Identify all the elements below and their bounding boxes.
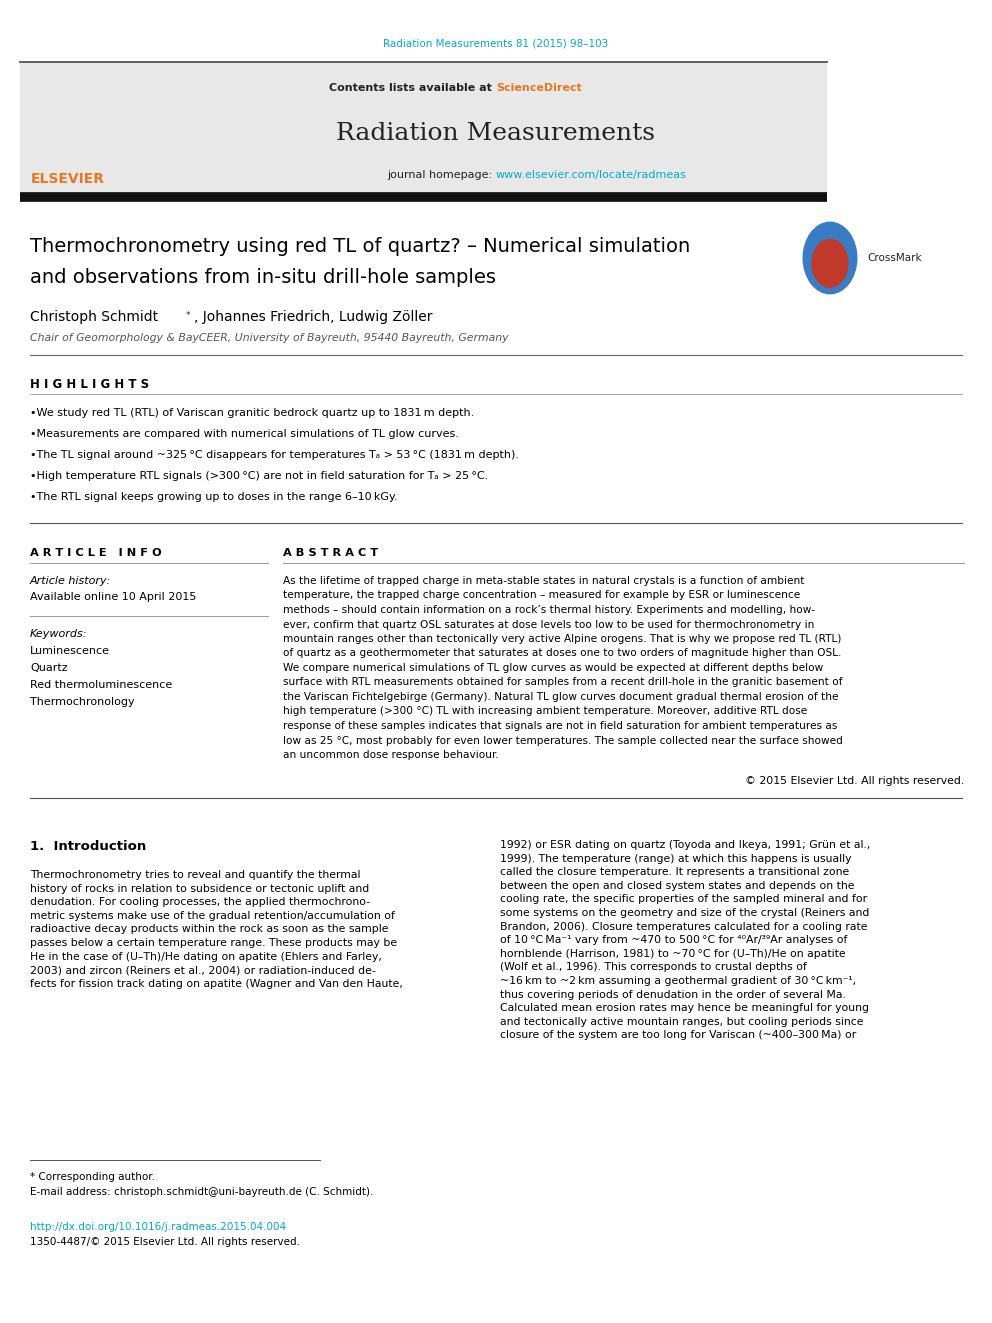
Text: * Corresponding author.: * Corresponding author. [30, 1172, 155, 1181]
Text: ELSEVIER: ELSEVIER [31, 172, 105, 187]
Text: •The TL signal around ~325 °C disappears for temperatures Tₐ > 53 °C (1831 m dep: •The TL signal around ~325 °C disappears… [30, 450, 519, 460]
Text: Quartz: Quartz [30, 663, 67, 673]
Circle shape [804, 222, 857, 294]
Text: www.elsevier.com/locate/radmeas: www.elsevier.com/locate/radmeas [496, 169, 686, 180]
Bar [20, 62, 827, 197]
Text: A B S T R A C T: A B S T R A C T [283, 548, 378, 558]
Text: •High temperature RTL signals (>300 °C) are not in field saturation for Tₐ > 25 : •High temperature RTL signals (>300 °C) … [30, 471, 488, 482]
Text: the Variscan Fichtelgebirge (Germany). Natural TL glow curves document gradual t: the Variscan Fichtelgebirge (Germany). N… [283, 692, 838, 703]
Text: Available online 10 April 2015: Available online 10 April 2015 [30, 591, 196, 602]
Text: temperature, the trapped charge concentration – measured for example by ESR or l: temperature, the trapped charge concentr… [283, 590, 801, 601]
Text: methods – should contain information on a rock’s thermal history. Experiments an: methods – should contain information on … [283, 605, 815, 615]
Text: Thermochronology: Thermochronology [30, 697, 135, 706]
Text: Thermochronometry using red TL of quartz? – Numerical simulation: Thermochronometry using red TL of quartz… [30, 237, 690, 255]
Text: low as 25 °C, most probably for even lower temperatures. The sample collected ne: low as 25 °C, most probably for even low… [283, 736, 843, 745]
Text: CrossMark: CrossMark [868, 253, 923, 263]
Text: journal homepage:: journal homepage: [387, 169, 496, 180]
Text: response of these samples indicates that signals are not in field saturation for: response of these samples indicates that… [283, 721, 837, 732]
Text: high temperature (>300 °C) TL with increasing ambient temperature. Moreover, add: high temperature (>300 °C) TL with incre… [283, 706, 807, 717]
Text: ⁎: ⁎ [186, 308, 190, 318]
Text: •Measurements are compared with numerical simulations of TL glow curves.: •Measurements are compared with numerica… [30, 429, 459, 439]
Text: and observations from in-situ drill-hole samples: and observations from in-situ drill-hole… [30, 269, 496, 287]
Text: •The RTL signal keeps growing up to doses in the range 6–10 kGy.: •The RTL signal keeps growing up to dose… [30, 492, 398, 501]
Circle shape [812, 239, 848, 287]
Text: E-mail address: christoph.schmidt@uni-bayreuth.de (C. Schmidt).: E-mail address: christoph.schmidt@uni-ba… [30, 1187, 373, 1197]
Text: ScienceDirect: ScienceDirect [496, 83, 581, 93]
Text: •We study red TL (RTL) of Variscan granitic bedrock quartz up to 1831 m depth.: •We study red TL (RTL) of Variscan grani… [30, 407, 474, 418]
Text: Article history:: Article history: [30, 576, 111, 586]
Text: A R T I C L E   I N F O: A R T I C L E I N F O [30, 548, 162, 558]
Text: surface with RTL measurements obtained for samples from a recent drill-hole in t: surface with RTL measurements obtained f… [283, 677, 842, 688]
Text: 1.  Introduction: 1. Introduction [30, 840, 146, 853]
Text: Christoph Schmidt: Christoph Schmidt [30, 310, 158, 324]
Text: mountain ranges other than tectonically very active Alpine orogens. That is why : mountain ranges other than tectonically … [283, 634, 841, 644]
Text: Contents lists available at: Contents lists available at [329, 83, 496, 93]
Text: We compare numerical simulations of TL glow curves as would be expected at diffe: We compare numerical simulations of TL g… [283, 663, 823, 673]
Text: Luminescence: Luminescence [30, 646, 110, 656]
Text: Keywords:: Keywords: [30, 628, 87, 639]
Text: Thermochronometry tries to reveal and quantify the thermal
history of rocks in r: Thermochronometry tries to reveal and qu… [30, 871, 403, 988]
Text: 1992) or ESR dating on quartz (Toyoda and Ikeya, 1991; Grün et al.,
1999). The t: 1992) or ESR dating on quartz (Toyoda an… [500, 840, 870, 1040]
Text: Chair of Geomorphology & BayCEER, University of Bayreuth, 95440 Bayreuth, German: Chair of Geomorphology & BayCEER, Univer… [30, 333, 509, 343]
Text: of quartz as a geothermometer that saturates at doses one to two orders of magni: of quartz as a geothermometer that satur… [283, 648, 841, 659]
Text: © 2015 Elsevier Ltd. All rights reserved.: © 2015 Elsevier Ltd. All rights reserved… [745, 777, 964, 786]
Text: http://dx.doi.org/10.1016/j.radmeas.2015.04.004: http://dx.doi.org/10.1016/j.radmeas.2015… [30, 1222, 286, 1232]
Text: Radiation Measurements 81 (2015) 98–103: Radiation Measurements 81 (2015) 98–103 [383, 38, 609, 48]
Text: As the lifetime of trapped charge in meta-stable states in natural crystals is a: As the lifetime of trapped charge in met… [283, 576, 805, 586]
Text: ever, confirm that quartz OSL saturates at dose levels too low to be used for th: ever, confirm that quartz OSL saturates … [283, 619, 814, 630]
Text: an uncommon dose response behaviour.: an uncommon dose response behaviour. [283, 750, 499, 759]
Text: , Johannes Friedrich, Ludwig Zöller: , Johannes Friedrich, Ludwig Zöller [194, 310, 433, 324]
Text: Radiation Measurements: Radiation Measurements [336, 122, 656, 146]
Text: 1350-4487/© 2015 Elsevier Ltd. All rights reserved.: 1350-4487/© 2015 Elsevier Ltd. All right… [30, 1237, 300, 1248]
Text: Red thermoluminescence: Red thermoluminescence [30, 680, 173, 691]
Text: H I G H L I G H T S: H I G H L I G H T S [30, 378, 149, 392]
